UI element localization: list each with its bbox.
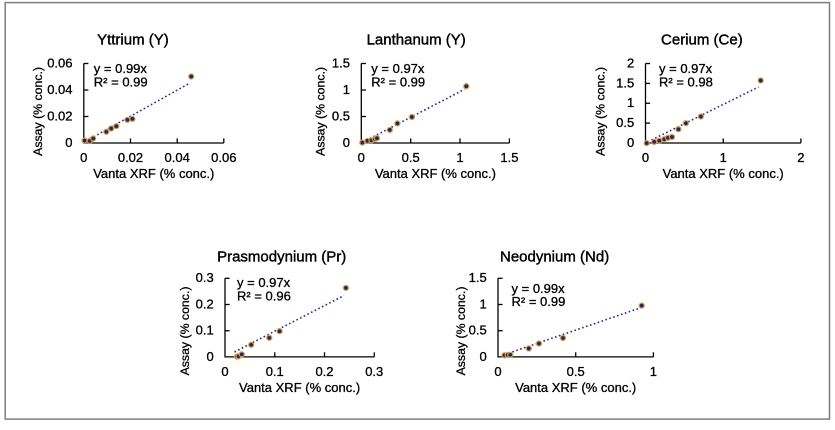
svg-text:1.5: 1.5	[332, 55, 350, 70]
svg-text:R² = 0.99: R² = 0.99	[512, 294, 566, 309]
svg-text:1: 1	[456, 150, 463, 165]
svg-text:0: 0	[642, 150, 649, 165]
svg-text:0.5: 0.5	[469, 323, 487, 338]
svg-text:Vanta XRF (% conc.): Vanta XRF (% conc.)	[663, 166, 784, 181]
svg-text:y = 0.97x: y = 0.97x	[659, 61, 713, 76]
svg-text:Vanta XRF (% conc.): Vanta XRF (% conc.)	[93, 166, 214, 181]
svg-text:2: 2	[797, 150, 804, 165]
svg-text:0.02: 0.02	[47, 108, 72, 123]
svg-text:0.02: 0.02	[118, 150, 143, 165]
svg-text:0: 0	[65, 135, 72, 150]
svg-text:R² = 0.98: R² = 0.98	[659, 75, 713, 90]
svg-text:y = 0.97x: y = 0.97x	[371, 61, 425, 76]
svg-text:0.5: 0.5	[567, 364, 585, 379]
svg-text:1.5: 1.5	[500, 150, 518, 165]
svg-text:0.1: 0.1	[196, 323, 214, 338]
svg-text:0: 0	[343, 135, 350, 150]
svg-text:0.06: 0.06	[47, 55, 72, 70]
svg-text:Prasmodynium (Pr): Prasmodynium (Pr)	[217, 249, 346, 266]
svg-text:Yttrium (Y): Yttrium (Y)	[97, 32, 169, 49]
svg-text:0: 0	[358, 150, 365, 165]
svg-text:y = 0.99x: y = 0.99x	[512, 281, 566, 296]
svg-text:0.3: 0.3	[196, 270, 214, 285]
svg-text:y = 0.99x: y = 0.99x	[94, 61, 148, 76]
svg-text:0: 0	[494, 364, 501, 379]
svg-text:0.3: 0.3	[365, 364, 383, 379]
svg-text:1: 1	[720, 150, 727, 165]
svg-text:1.5: 1.5	[469, 270, 487, 285]
svg-text:y = 0.97x: y = 0.97x	[237, 275, 291, 290]
svg-text:Assay (% conc.): Assay (% conc.)	[313, 67, 327, 156]
svg-text:0.2: 0.2	[196, 296, 214, 311]
svg-text:R² = 0.99: R² = 0.99	[371, 75, 425, 90]
svg-text:Assay (% conc.): Assay (% conc.)	[31, 67, 45, 156]
svg-text:0.1: 0.1	[266, 364, 284, 379]
svg-text:Assay (% conc.): Assay (% conc.)	[593, 67, 607, 156]
svg-text:0: 0	[80, 150, 87, 165]
svg-text:Cerium (Ce): Cerium (Ce)	[661, 32, 743, 49]
svg-text:Assay (% conc.): Assay (% conc.)	[454, 287, 468, 376]
svg-text:Assay (% conc.): Assay (% conc.)	[178, 287, 192, 376]
svg-text:R² = 0.96: R² = 0.96	[237, 288, 291, 303]
svg-text:1: 1	[627, 95, 634, 110]
svg-text:0.5: 0.5	[402, 150, 420, 165]
svg-text:R² = 0.99: R² = 0.99	[94, 75, 148, 90]
svg-text:0.04: 0.04	[47, 82, 72, 97]
svg-text:Neodynium (Nd): Neodynium (Nd)	[500, 249, 609, 266]
svg-text:0.2: 0.2	[315, 364, 333, 379]
svg-text:2: 2	[627, 55, 634, 70]
svg-text:Vanta XRF (% conc.): Vanta XRF (% conc.)	[515, 380, 636, 395]
svg-text:0.04: 0.04	[165, 150, 190, 165]
svg-text:1.5: 1.5	[616, 75, 634, 90]
svg-text:1: 1	[650, 364, 657, 379]
svg-text:0.06: 0.06	[211, 150, 236, 165]
svg-text:Vanta XRF (% conc.): Vanta XRF (% conc.)	[375, 166, 496, 181]
svg-text:0.5: 0.5	[332, 108, 350, 123]
svg-text:0: 0	[627, 135, 634, 150]
svg-text:1: 1	[343, 82, 350, 97]
svg-text:1: 1	[479, 296, 486, 311]
svg-text:0.5: 0.5	[616, 115, 634, 130]
svg-text:0: 0	[206, 349, 213, 364]
svg-text:0: 0	[479, 349, 486, 364]
svg-text:Lanthanum (Y): Lanthanum (Y)	[367, 32, 466, 49]
svg-text:Vanta XRF (% conc.): Vanta XRF (% conc.)	[239, 380, 360, 395]
svg-text:0: 0	[221, 364, 228, 379]
